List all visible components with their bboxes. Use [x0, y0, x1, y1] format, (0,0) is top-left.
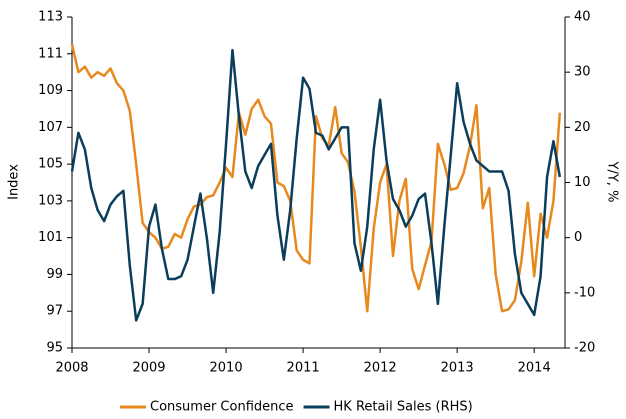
- x-tick-label: 2009: [132, 361, 165, 376]
- y-tick-label: 95: [46, 341, 63, 356]
- x-tick-label: 2010: [210, 361, 243, 376]
- y2-tick-label: 20: [574, 120, 591, 135]
- y-tick-label: 105: [38, 157, 63, 172]
- y-tick-label: 103: [38, 193, 63, 208]
- x-tick-label: 2008: [55, 361, 88, 376]
- series-line: [70, 44, 562, 313]
- y-tick-label: 111: [38, 46, 63, 61]
- legend-label: HK Retail Sales (RHS): [334, 400, 473, 415]
- y-axis-label: Index: [7, 164, 22, 200]
- y-tick-label: 97: [46, 304, 63, 319]
- y-tick-label: 99: [46, 267, 63, 282]
- y2-tick-label: 40: [574, 10, 591, 25]
- x-tick-label: 2011: [287, 361, 320, 376]
- y2-axis-label: Y/Y, %: [605, 161, 620, 203]
- y-tick-label: 107: [38, 120, 63, 135]
- y-tick-label: 101: [38, 230, 63, 245]
- x-tick-label: 2012: [364, 361, 397, 376]
- x-tick-label: 2013: [441, 361, 474, 376]
- series-line: [70, 48, 562, 322]
- x-tick-label: 2014: [518, 361, 551, 376]
- y2-tick-label: 30: [574, 65, 591, 80]
- y2-tick-label: 10: [574, 175, 591, 190]
- y-tick-label: 109: [38, 83, 63, 98]
- y2-tick-label: 0: [574, 230, 582, 245]
- y-tick-label: 113: [38, 10, 63, 25]
- legend-label: Consumer Confidence: [150, 400, 294, 415]
- y2-tick-label: -10: [574, 285, 595, 300]
- y2-tick-label: -20: [574, 341, 595, 356]
